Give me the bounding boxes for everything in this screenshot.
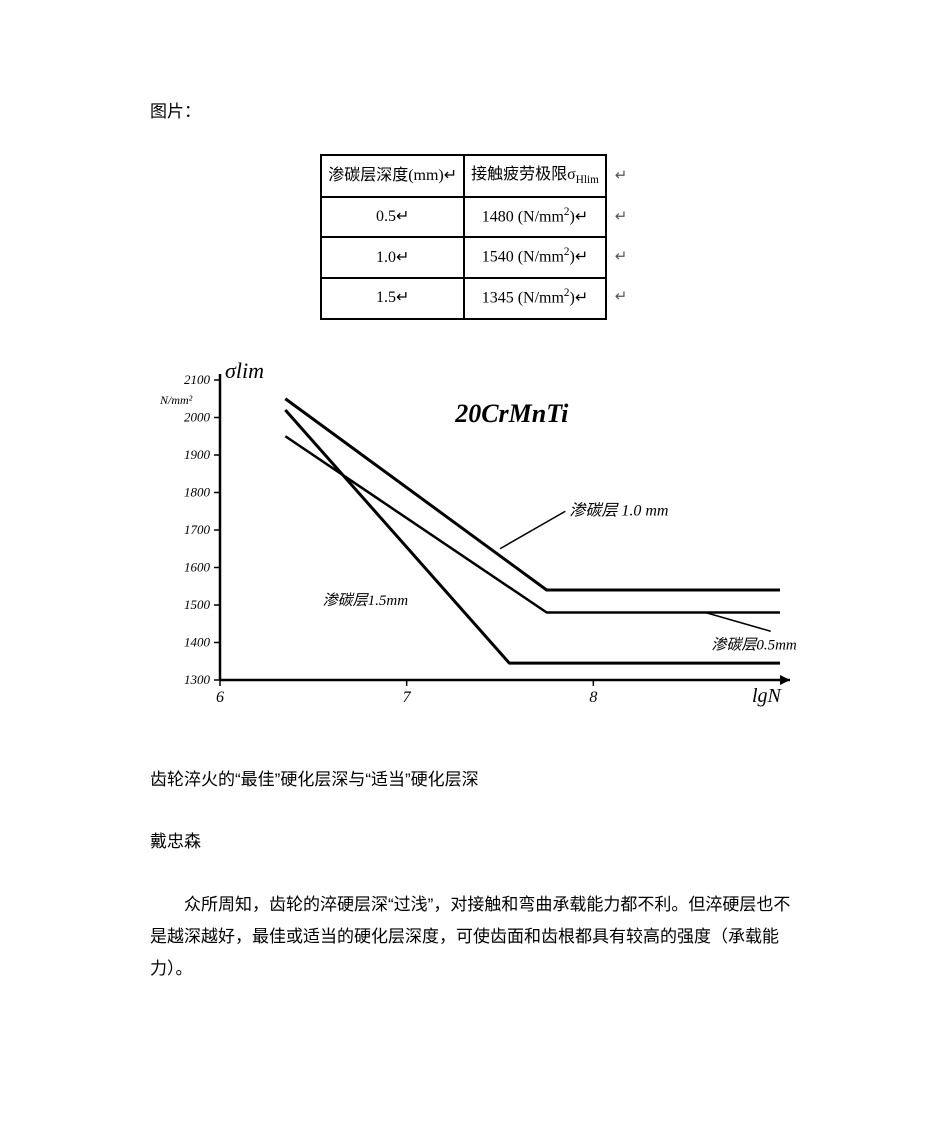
svg-text:7: 7 xyxy=(403,689,412,706)
limit-val: 1540 xyxy=(482,249,514,266)
table-row: 1.5↵ 1345 (N/mm2)↵ xyxy=(321,278,606,319)
svg-text:N/mm²: N/mm² xyxy=(159,393,193,407)
limit-cell: 1540 (N/mm2)↵ xyxy=(464,237,606,278)
svg-text:6: 6 xyxy=(216,689,224,706)
table-row: 1.0↵ 1540 (N/mm2)↵ xyxy=(321,237,606,278)
row-tail-glyph: ↵ xyxy=(607,162,625,191)
svg-text:1500: 1500 xyxy=(184,597,211,612)
limit-val: 1480 xyxy=(482,208,514,225)
col-header-limit: 接触疲劳极限σHlim xyxy=(464,155,606,196)
svg-text:1400: 1400 xyxy=(184,634,211,649)
svg-text:σlim: σlim xyxy=(225,360,264,383)
figure-heading: 图片： xyxy=(150,102,201,121)
table-row: 0.5↵ 1480 (N/mm2)↵ xyxy=(321,197,606,238)
svg-text:渗碳层0.5mm: 渗碳层0.5mm xyxy=(711,636,797,653)
svg-text:1900: 1900 xyxy=(184,447,211,462)
article-author: 戴忠森 xyxy=(150,832,201,851)
svg-text:渗碳层1.5mm: 渗碳层1.5mm xyxy=(323,592,409,609)
sn-curve-chart: 1300 1400 1500 1600 1700 1800 1900 2000 2100 6 7 8 σ… xyxy=(150,360,820,730)
svg-text:1800: 1800 xyxy=(184,484,211,499)
svg-text:1300: 1300 xyxy=(184,672,211,687)
svg-text:lgN: lgN xyxy=(752,685,783,707)
sigma-label: 接触疲劳极限σ xyxy=(471,166,576,183)
svg-text:2000: 2000 xyxy=(184,409,211,424)
limit-val: 1345 xyxy=(482,290,514,307)
limit-cell: 1345 (N/mm2)↵ xyxy=(464,278,606,319)
col-header-depth: 渗碳层深度(mm)↵ xyxy=(321,155,464,196)
article-subtitle: 齿轮淬火的“最佳”硬化层深与“适当”硬化层深 xyxy=(150,770,479,789)
row-tail-glyph: ↵ xyxy=(607,243,625,272)
depth-cell: 1.0↵ xyxy=(321,237,464,278)
article-body: 众所周知，齿轮的淬硬层深“过浅”，对接触和弯曲承载能力都不利。但淬硬层也不是越深… xyxy=(150,895,790,979)
svg-text:2100: 2100 xyxy=(184,372,211,387)
row-tail-glyph: ↵ xyxy=(607,283,625,312)
chart-svg: 1300 1400 1500 1600 1700 1800 1900 2000 2100 6 7 8 σ… xyxy=(150,360,820,730)
svg-text:8: 8 xyxy=(589,689,597,706)
sigma-sub: Hlim xyxy=(576,174,599,186)
svg-text:渗碳层 1.0 mm: 渗碳层 1.0 mm xyxy=(569,501,668,519)
depth-cell: 1.5↵ xyxy=(321,278,464,319)
depth-cell: 0.5↵ xyxy=(321,197,464,238)
svg-text:20CrMnTi: 20CrMnTi xyxy=(454,399,569,428)
depth-limit-table: 渗碳层深度(mm)↵ 接触疲劳极限σHlim 0.5↵ 1480 (N/mm2)… xyxy=(320,154,607,320)
svg-text:1600: 1600 xyxy=(184,559,211,574)
depth-limit-table-container: 渗碳层深度(mm)↵ 接触疲劳极限σHlim 0.5↵ 1480 (N/mm2)… xyxy=(150,154,795,320)
table-row: 渗碳层深度(mm)↵ 接触疲劳极限σHlim xyxy=(321,155,606,196)
row-tail-glyph: ↵ xyxy=(607,203,625,232)
limit-cell: 1480 (N/mm2)↵ xyxy=(464,197,606,238)
svg-text:1700: 1700 xyxy=(184,522,211,537)
